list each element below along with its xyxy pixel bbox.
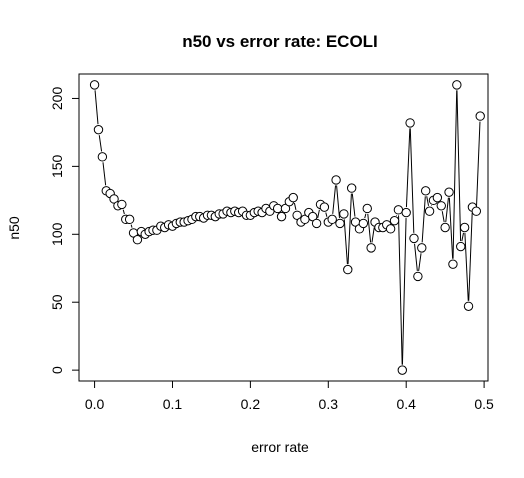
series-segment xyxy=(336,185,340,218)
series-segment xyxy=(398,215,403,365)
data-point xyxy=(311,218,322,229)
series-segment xyxy=(464,232,469,301)
series-segment xyxy=(98,135,103,152)
data-point xyxy=(456,241,466,252)
data-point xyxy=(97,152,108,162)
data-point xyxy=(327,214,337,225)
y-tick-label: 200 xyxy=(49,87,65,111)
x-tick-label: 0.4 xyxy=(396,396,416,412)
data-point xyxy=(471,206,482,216)
series-segment xyxy=(332,185,337,214)
data-point xyxy=(432,192,443,203)
series-segment xyxy=(409,128,415,233)
data-point xyxy=(362,203,372,214)
series-segment xyxy=(122,209,125,215)
x-axis-label: error rate xyxy=(251,439,309,455)
series-segment xyxy=(401,218,407,365)
series-segment xyxy=(452,90,458,259)
data-point xyxy=(393,205,404,215)
data-point xyxy=(440,222,450,233)
x-tick-label: 0.3 xyxy=(319,396,339,412)
series-segment xyxy=(441,211,445,223)
data-point xyxy=(389,216,400,226)
series-segment xyxy=(456,90,462,242)
data-point xyxy=(339,209,349,219)
data-point xyxy=(397,365,407,375)
data-point xyxy=(335,218,345,229)
series-segment xyxy=(421,196,426,243)
data-point xyxy=(288,192,298,203)
series-segment xyxy=(445,197,449,223)
data-point xyxy=(358,218,369,229)
series-segment xyxy=(317,209,320,219)
data-point xyxy=(459,222,470,233)
data-point xyxy=(424,206,435,216)
data-point xyxy=(444,187,454,197)
series-segment xyxy=(418,253,422,272)
data-point xyxy=(385,224,396,234)
y-axis-label: n50 xyxy=(6,216,22,240)
series-group xyxy=(89,80,485,375)
x-tick-label: 0.5 xyxy=(474,396,494,412)
data-point xyxy=(405,118,415,128)
series-segment xyxy=(476,121,481,206)
series-segment xyxy=(347,193,352,265)
series-segment xyxy=(102,162,107,186)
data-point xyxy=(89,80,100,90)
series-segment xyxy=(367,213,372,243)
data-point xyxy=(132,235,143,245)
series-segment xyxy=(414,243,418,271)
series-segment xyxy=(371,227,375,243)
series-segment xyxy=(130,224,133,228)
data-point xyxy=(331,175,341,185)
series-segment xyxy=(461,232,465,242)
data-point xyxy=(117,199,127,210)
data-point xyxy=(272,203,283,214)
data-point xyxy=(276,211,287,222)
series-segment xyxy=(343,219,348,265)
data-point xyxy=(420,186,431,196)
y-tick-label: 100 xyxy=(49,222,65,246)
x-axis: 0.0 0.1 0.2 0.3 0.4 0.5 xyxy=(85,380,494,412)
series-segment xyxy=(351,193,356,217)
x-tick-label: 0.0 xyxy=(85,396,105,412)
data-point xyxy=(93,124,104,135)
data-point xyxy=(124,214,135,225)
data-point xyxy=(475,111,485,121)
series-segment xyxy=(325,212,328,217)
series-segment xyxy=(405,128,411,208)
y-tick-label: 0 xyxy=(49,366,65,374)
y-tick-label: 150 xyxy=(49,154,65,178)
data-point xyxy=(401,207,411,218)
series-segment xyxy=(468,212,473,301)
data-point xyxy=(436,201,446,211)
data-point xyxy=(346,183,357,193)
data-point xyxy=(417,243,427,253)
data-point xyxy=(452,80,462,90)
data-point xyxy=(448,259,458,269)
data-point xyxy=(319,202,330,212)
y-tick-label: 50 xyxy=(49,294,65,310)
y-axis: 0 50 100 150 200 xyxy=(49,87,80,374)
x-tick-label: 0.1 xyxy=(163,396,183,412)
data-point xyxy=(366,243,376,253)
data-point xyxy=(413,271,423,282)
series-segment xyxy=(293,202,297,211)
series-segment xyxy=(94,90,99,125)
series-segment xyxy=(426,196,430,206)
data-point xyxy=(343,264,353,275)
data-point xyxy=(463,301,474,311)
chart-title: n50 vs error rate: ECOLI xyxy=(182,32,378,51)
data-point xyxy=(409,233,419,244)
x-tick-label: 0.2 xyxy=(241,396,261,412)
series-segment xyxy=(364,213,367,219)
series-segment xyxy=(448,197,454,259)
